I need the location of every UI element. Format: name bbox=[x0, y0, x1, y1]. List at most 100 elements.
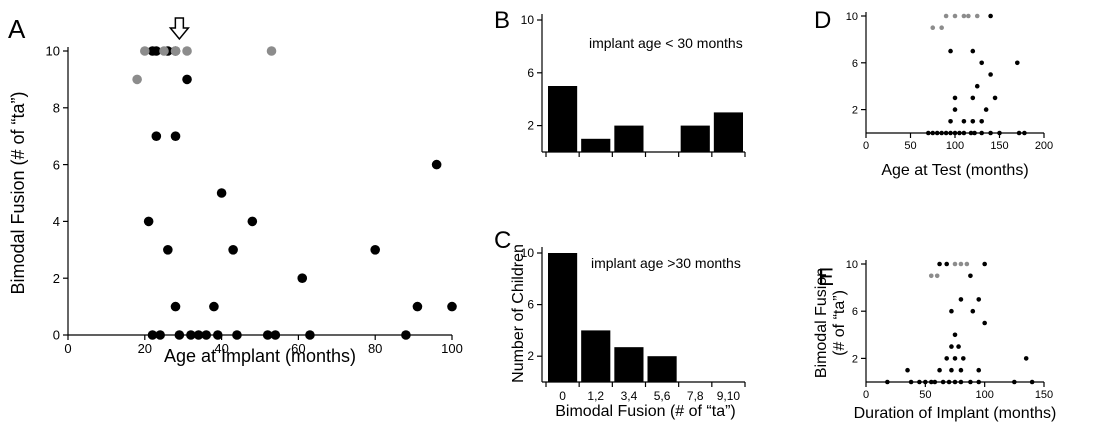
panel-c-x-label: Bimodal Fusion (# of “ta”) bbox=[555, 403, 736, 420]
panel-c-category-label: 3,4 bbox=[621, 389, 638, 403]
panel-b-bar bbox=[614, 125, 644, 152]
panel-a-x-tick-label: 20 bbox=[138, 341, 152, 356]
panel-a-point-gray bbox=[159, 46, 169, 56]
panel-d-point-gray bbox=[943, 13, 949, 19]
panel-b-bar bbox=[548, 86, 578, 152]
panel-e-point-dark bbox=[1023, 356, 1029, 361]
panel-a-point-dark bbox=[370, 245, 381, 255]
panel-d-point-dark bbox=[979, 119, 984, 124]
panel-a-y-tick-label: 2 bbox=[53, 271, 60, 286]
panel-e-point-dark bbox=[968, 273, 973, 279]
panel-d-point-dark bbox=[974, 83, 980, 89]
panel-a-point-dark bbox=[163, 245, 173, 255]
panel-d-point-dark bbox=[952, 95, 958, 101]
panel-a-y-tick-label: 4 bbox=[53, 214, 60, 229]
panel-e-y-label: Bimodal Fusion(# of “ta”) bbox=[813, 268, 848, 378]
panel-e-point-dark bbox=[949, 367, 954, 373]
panel-e-point-dark bbox=[908, 379, 914, 385]
panel-d-y-tick-label: 10 bbox=[846, 11, 858, 23]
panel-a-point-gray bbox=[140, 46, 150, 56]
panel-e-point-gray bbox=[964, 261, 970, 267]
panel-a-point-dark bbox=[297, 273, 308, 284]
panel-a-point-dark bbox=[201, 330, 212, 340]
panel-a-point-dark bbox=[401, 330, 411, 340]
panel-d-point-dark bbox=[992, 95, 998, 101]
panel-c-category-label: 5,6 bbox=[654, 389, 671, 403]
panel-e-point-dark bbox=[928, 379, 934, 385]
panel-a-point-dark bbox=[305, 330, 315, 340]
panel-e-point-dark bbox=[976, 297, 982, 302]
panel-d-point-gray bbox=[974, 13, 980, 19]
panel-c-bar bbox=[581, 330, 611, 382]
panel-d-point-dark bbox=[939, 130, 944, 136]
panel-e-point-dark bbox=[952, 379, 958, 385]
panel-a-point-dark bbox=[147, 330, 158, 340]
panel-a-y-tick-label: 0 bbox=[53, 328, 60, 343]
panel-e-point-dark bbox=[982, 261, 987, 267]
panel-c-y-tick-label: 6 bbox=[527, 298, 534, 312]
panel-e-point-dark bbox=[958, 379, 964, 385]
panel-c-category-label: 1,2 bbox=[587, 389, 604, 403]
panel-a-point-dark bbox=[143, 216, 154, 227]
panel-e-point-dark bbox=[923, 379, 928, 385]
panel-e-y-tick-label: 2 bbox=[852, 353, 858, 365]
panel-d-x-tick-label: 100 bbox=[946, 140, 964, 152]
panel-d-point-dark bbox=[948, 48, 953, 54]
panel-a-arrow-icon bbox=[168, 17, 190, 41]
panel-a-point-dark bbox=[212, 330, 223, 340]
panel-d-point-dark bbox=[988, 72, 993, 77]
panel-e-point-dark bbox=[952, 356, 958, 361]
panel-d-point-dark bbox=[970, 95, 976, 101]
panel-d-point-dark bbox=[968, 130, 974, 136]
panel-d-point-dark bbox=[948, 119, 953, 124]
panel-d-y-tick-label: 2 bbox=[852, 105, 858, 117]
panel-e-point-dark bbox=[970, 308, 976, 314]
panel-a-point-dark bbox=[170, 301, 181, 312]
panel-a-point-gray bbox=[266, 46, 277, 56]
panel-c-letter: C bbox=[494, 227, 511, 254]
panel-d-point-dark bbox=[1015, 60, 1020, 66]
panel-c-y-tick-label: 10 bbox=[521, 246, 535, 260]
panel-d-point-dark bbox=[979, 130, 984, 136]
panel-d-point-dark bbox=[957, 130, 962, 136]
panel-d-point-gray bbox=[930, 25, 936, 31]
panel-e-x-label: Duration of Implant (months) bbox=[854, 405, 1057, 422]
panel-c-bar bbox=[614, 347, 644, 382]
panel-c-category-label: 9,10 bbox=[717, 389, 741, 403]
panel-d-point-dark bbox=[948, 130, 953, 136]
panel-c-y-label: Number of Children bbox=[510, 244, 527, 383]
panel-e-point-gray bbox=[958, 261, 964, 267]
panel-e-point-gray bbox=[952, 261, 958, 267]
panel-a-point-dark bbox=[262, 330, 273, 340]
panel-e-point-dark bbox=[944, 356, 949, 361]
panel-a-point-dark bbox=[155, 330, 165, 340]
panel-e-point-dark bbox=[961, 356, 966, 361]
panel-d-y-tick-label: 6 bbox=[852, 58, 858, 70]
panel-d-point-dark bbox=[970, 48, 976, 54]
panel-c-annotation: implant age >30 months bbox=[591, 255, 741, 271]
panel-d-point-dark bbox=[972, 130, 977, 136]
panel-d-point-dark bbox=[961, 119, 967, 124]
panel-e-point-dark bbox=[982, 320, 987, 326]
panel-e-point-dark bbox=[976, 379, 982, 385]
panel-d-point-dark bbox=[970, 119, 976, 124]
panel-d-point-dark bbox=[1016, 130, 1022, 136]
panel-e-x-tick-label: 150 bbox=[1035, 389, 1053, 401]
panel-e-x-tick-label: 0 bbox=[863, 389, 869, 401]
panel-a-point-dark bbox=[431, 159, 442, 170]
panel-e-point-dark bbox=[1029, 379, 1035, 385]
panel-d-point-gray bbox=[939, 25, 944, 31]
panel-a-y-tick-label: 6 bbox=[53, 157, 60, 172]
panel-e-point-dark bbox=[917, 379, 922, 385]
panel-b-bar bbox=[680, 125, 710, 152]
panel-e-point-dark bbox=[956, 344, 961, 349]
panel-e-point-gray bbox=[934, 273, 940, 279]
panel-a-point-gray bbox=[170, 46, 181, 56]
panel-e-point-dark bbox=[932, 379, 938, 385]
panel-d-point-gray bbox=[961, 13, 967, 19]
panel-e-point-dark bbox=[949, 308, 954, 314]
panel-d-point-dark bbox=[952, 130, 958, 136]
panel-d-point-dark bbox=[997, 130, 1002, 136]
panel-d-point-dark bbox=[943, 130, 949, 136]
